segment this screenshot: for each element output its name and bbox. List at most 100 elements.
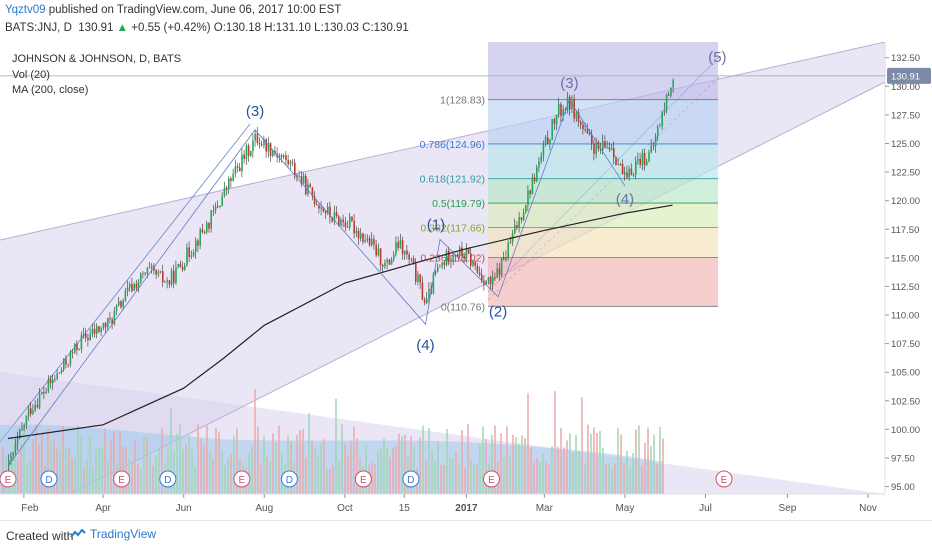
- candle-body: [588, 133, 591, 135]
- wave-path: [7, 99, 626, 467]
- candle-body: [313, 196, 316, 205]
- candle-body: [151, 265, 153, 268]
- volume-bar: [410, 436, 412, 494]
- candle-body: [153, 265, 155, 271]
- candle-body: [377, 248, 380, 256]
- candle-body: [217, 206, 219, 208]
- axes[interactable]: 95.00 97.50 100.00 102.50 105.00 107.50 110.00…: [0, 42, 932, 520]
- price-axis-bg: [885, 42, 932, 494]
- candle-body: [353, 220, 355, 234]
- candle-body: [135, 283, 138, 289]
- candle-body: [575, 112, 578, 119]
- candle-body: [663, 108, 666, 112]
- volume-bar: [113, 431, 115, 494]
- earnings-marker: [233, 470, 251, 488]
- volume-bar: [506, 426, 508, 494]
- candle-body: [258, 143, 261, 145]
- volume-bar: [74, 456, 76, 494]
- volume-bar: [266, 456, 268, 494]
- event-marker-letter: E: [488, 475, 495, 486]
- candle-body: [316, 204, 318, 206]
- volume-bar: [608, 462, 610, 494]
- volume-bar: [272, 433, 274, 494]
- volume-bar: [248, 453, 250, 494]
- candle-body: [472, 261, 474, 266]
- volume-bar: [122, 446, 124, 494]
- price-tick-label: 95.00: [891, 482, 915, 493]
- tradingview-link[interactable]: TradingView: [70, 527, 156, 541]
- trend-line-1: [0, 123, 251, 443]
- legend-ma[interactable]: MA (200, close): [12, 84, 89, 96]
- candle-body: [91, 328, 94, 334]
- candle-body: [516, 225, 518, 228]
- volume-bar: [125, 447, 127, 494]
- candle-body: [344, 222, 347, 227]
- candle-body: [300, 176, 303, 184]
- close-value: 130.91: [373, 22, 409, 34]
- chart-header: Yqztv09 published on TradingView.com, Ju…: [0, 0, 932, 42]
- price-chart[interactable]: 0(110.76)0.236(115.02)0.382(117.66)0.5(1…: [0, 42, 932, 520]
- candle-body: [509, 242, 512, 244]
- earnings-marker: [354, 470, 372, 488]
- volume-bar: [428, 428, 430, 494]
- candle-body: [366, 238, 369, 241]
- volume-bar: [347, 455, 349, 494]
- candle-body: [395, 242, 397, 255]
- legend-volume[interactable]: Vol (20): [12, 68, 50, 81]
- candle-body: [278, 155, 281, 158]
- candle-body: [118, 301, 120, 306]
- candle-body: [232, 173, 234, 181]
- volume-bar: [305, 458, 307, 494]
- candle-body: [239, 167, 241, 172]
- volume-bar: [197, 424, 199, 494]
- volume-bar: [401, 436, 403, 494]
- candle-body: [602, 141, 604, 150]
- candle-body: [619, 164, 622, 165]
- time-tick-label: Sep: [779, 503, 797, 514]
- candle-body: [302, 175, 305, 184]
- candle-body: [195, 240, 197, 253]
- volume-bar: [560, 428, 562, 494]
- volume-bar: [383, 438, 385, 494]
- volume-bar: [2, 446, 4, 494]
- candle-body: [331, 217, 333, 222]
- candle-body: [641, 153, 644, 165]
- volume-bar: [464, 468, 466, 494]
- candle-body: [254, 133, 256, 141]
- volume-bar: [656, 464, 658, 494]
- candle-body: [228, 178, 230, 190]
- candle-body: [582, 124, 584, 129]
- elliott-wave[interactable]: (3) (4) (1) (2) (3) (4) (5): [7, 49, 727, 467]
- author-link[interactable]: Yqztv09: [5, 4, 46, 16]
- candle-body: [500, 258, 503, 275]
- volume-bar: [146, 436, 148, 494]
- volume-bar: [53, 439, 55, 494]
- candle-body: [188, 247, 190, 257]
- fib-band: [488, 227, 718, 258]
- volume-bar: [170, 408, 172, 494]
- candle-body: [256, 133, 259, 144]
- volume-bar: [26, 463, 28, 494]
- volume-bar: [275, 442, 277, 494]
- change-arrow-icon: ▲: [116, 22, 129, 34]
- candle-body: [60, 369, 63, 373]
- volume-bar: [377, 450, 379, 494]
- candle-body: [21, 427, 23, 430]
- candle-body: [80, 334, 83, 350]
- event-marker-letter: D: [164, 475, 171, 486]
- candle-body: [236, 166, 239, 168]
- volume-bar: [626, 451, 628, 494]
- candle-body: [388, 259, 391, 265]
- volume-bar: [161, 428, 163, 494]
- candle-body: [109, 317, 111, 320]
- candle-body: [307, 184, 309, 195]
- volume-bar: [587, 424, 589, 494]
- volume-bar: [17, 458, 19, 494]
- ma-200-line: [7, 204, 673, 440]
- price-tick-label: 130.00: [891, 82, 920, 93]
- volume-bar: [263, 436, 265, 494]
- volume-bar: [350, 440, 352, 494]
- volume-bar: [446, 428, 448, 494]
- candle-body: [311, 187, 314, 197]
